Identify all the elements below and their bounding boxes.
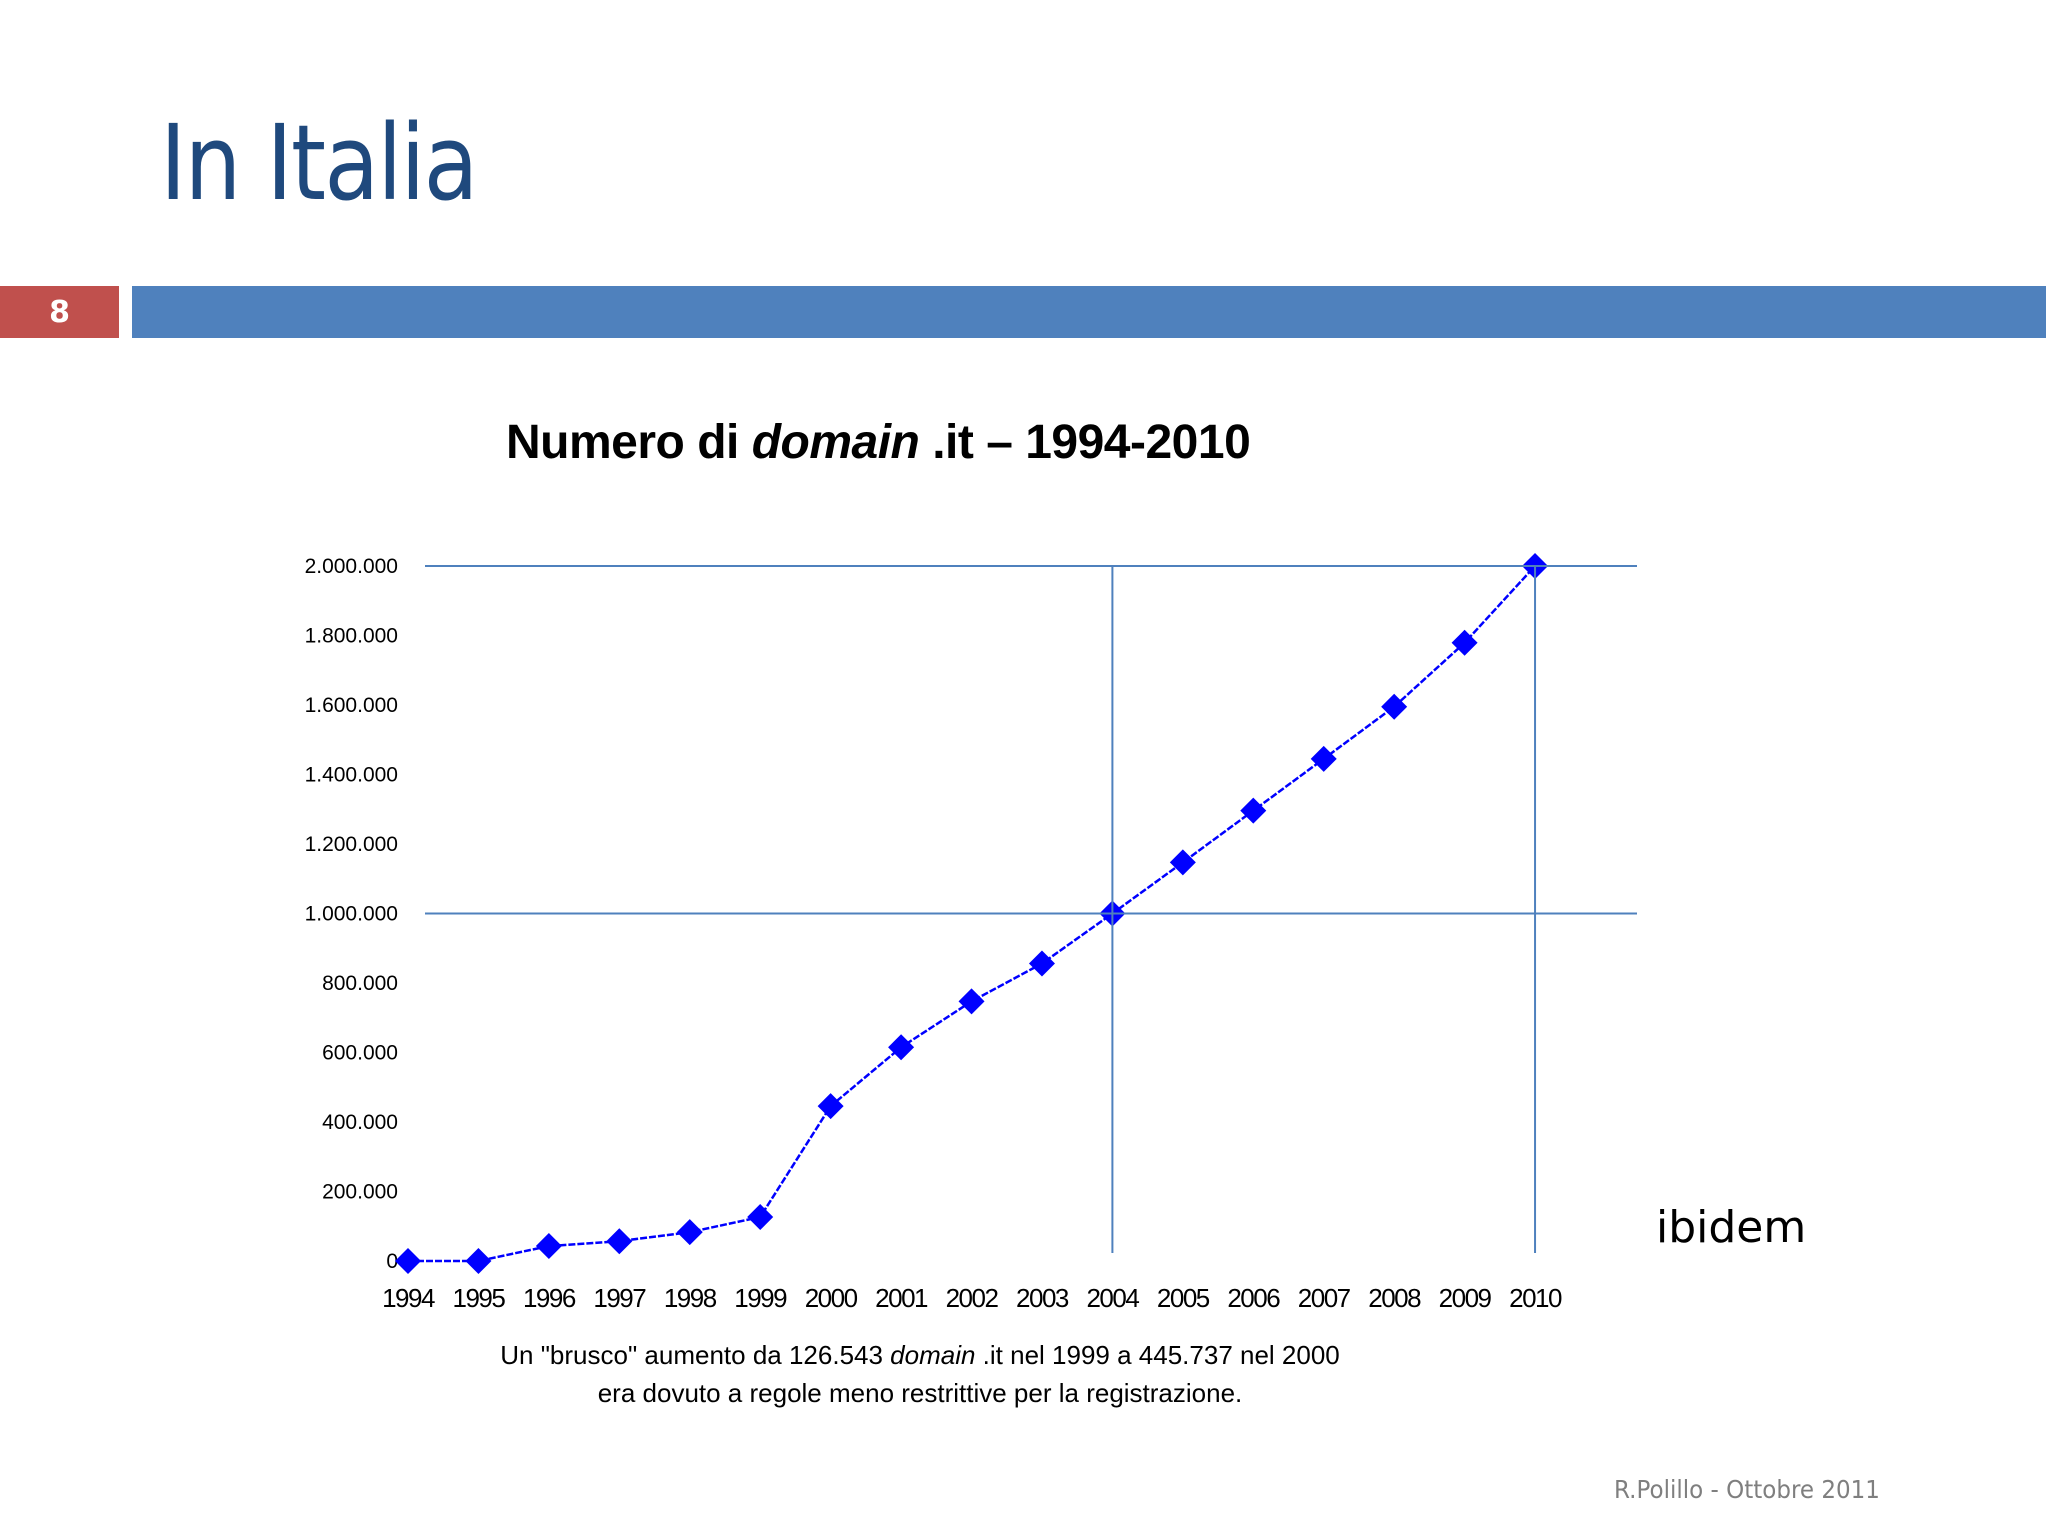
header-bar [132, 286, 2046, 338]
diamond-marker [1240, 797, 1267, 824]
x-tick-label: 2005 [1157, 1283, 1210, 1313]
chart-title-suffix: .it – 1994-2010 [919, 416, 1251, 469]
chart-title: Numero di domain .it – 1994-2010 [506, 415, 1336, 471]
diamond-marker [606, 1228, 633, 1255]
slide-number: 8 [49, 294, 70, 330]
x-tick-label: 2004 [1086, 1283, 1139, 1313]
y-tick-label: 1.000.000 [305, 903, 398, 926]
diamond-marker [747, 1204, 774, 1231]
y-axis-ticks: 0 200.000 400.000 600.000 800.000 1.000.000 1.… [305, 555, 398, 1273]
chart-caption: Un "brusco" aumento da 126.543 domain .i… [380, 1336, 1460, 1412]
x-tick-label: 1995 [453, 1283, 506, 1313]
caption-italic: domain [890, 1340, 976, 1370]
caption-text: .it nel 1999 a 445.737 nel 2000 [975, 1340, 1340, 1370]
chart-title-prefix: Numero di [506, 416, 752, 469]
y-tick-label: 800.000 [322, 972, 398, 995]
diamond-marker [1451, 629, 1478, 656]
diamond-marker [1310, 745, 1337, 772]
slide-number-badge: 8 [0, 286, 119, 338]
diamond-marker [817, 1093, 844, 1120]
x-tick-label: 1997 [593, 1283, 646, 1313]
x-tick-label: 2010 [1509, 1283, 1562, 1313]
diamond-marker [395, 1248, 421, 1274]
x-tick-label: 2001 [875, 1283, 928, 1313]
y-tick-label: 1.800.000 [305, 625, 398, 648]
caption-line-1: Un "brusco" aumento da 126.543 domain .i… [380, 1336, 1460, 1374]
diamond-marker [1028, 950, 1055, 977]
y-tick-label: 200.000 [322, 1181, 398, 1204]
x-tick-label: 1996 [523, 1283, 576, 1313]
x-tick-label: 2002 [946, 1283, 999, 1313]
slide-footer: R.Polillo - Ottobre 2011 [1614, 1475, 1880, 1504]
x-tick-label: 1994 [382, 1283, 435, 1313]
diamond-marker [465, 1248, 492, 1274]
chart-title-italic: domain [751, 416, 920, 469]
y-tick-label: 2.000.000 [305, 555, 398, 578]
diamond-marker [888, 1034, 915, 1061]
diamond-marker [535, 1233, 562, 1260]
y-tick-label: 1.200.000 [305, 833, 398, 856]
y-tick-label: 400.000 [322, 1111, 398, 1134]
diamond-marker [676, 1219, 703, 1246]
slide-title: In Italia [160, 102, 478, 224]
caption-text: Un "brusco" aumento da 126.543 [500, 1340, 891, 1370]
x-tick-label: 1998 [664, 1283, 717, 1313]
y-tick-label: 1.400.000 [305, 764, 398, 787]
x-tick-label: 1999 [734, 1283, 787, 1313]
y-tick-label: 1.600.000 [305, 694, 398, 717]
x-tick-label: 2000 [805, 1283, 858, 1313]
x-tick-label: 2008 [1368, 1283, 1421, 1313]
y-tick-label: 0 [386, 1250, 398, 1273]
caption-line-2: era dovuto a regole meno restrittive per… [597, 1378, 1243, 1408]
diamond-marker [958, 988, 985, 1015]
source-note: ibidem [1656, 1202, 1807, 1253]
x-tick-label: 2006 [1227, 1283, 1280, 1313]
diamond-marker [1169, 849, 1196, 876]
diamond-marker [1381, 693, 1408, 720]
x-tick-label: 2009 [1439, 1283, 1492, 1313]
y-tick-label: 600.000 [322, 1042, 398, 1065]
x-tick-label: 2003 [1016, 1283, 1069, 1313]
gridlines [425, 565, 1637, 1253]
x-tick-label: 2007 [1298, 1283, 1351, 1313]
x-axis-ticks: 1994 1995 1996 1997 1998 1999 2000 2001 2002 2003… [382, 1283, 1563, 1313]
